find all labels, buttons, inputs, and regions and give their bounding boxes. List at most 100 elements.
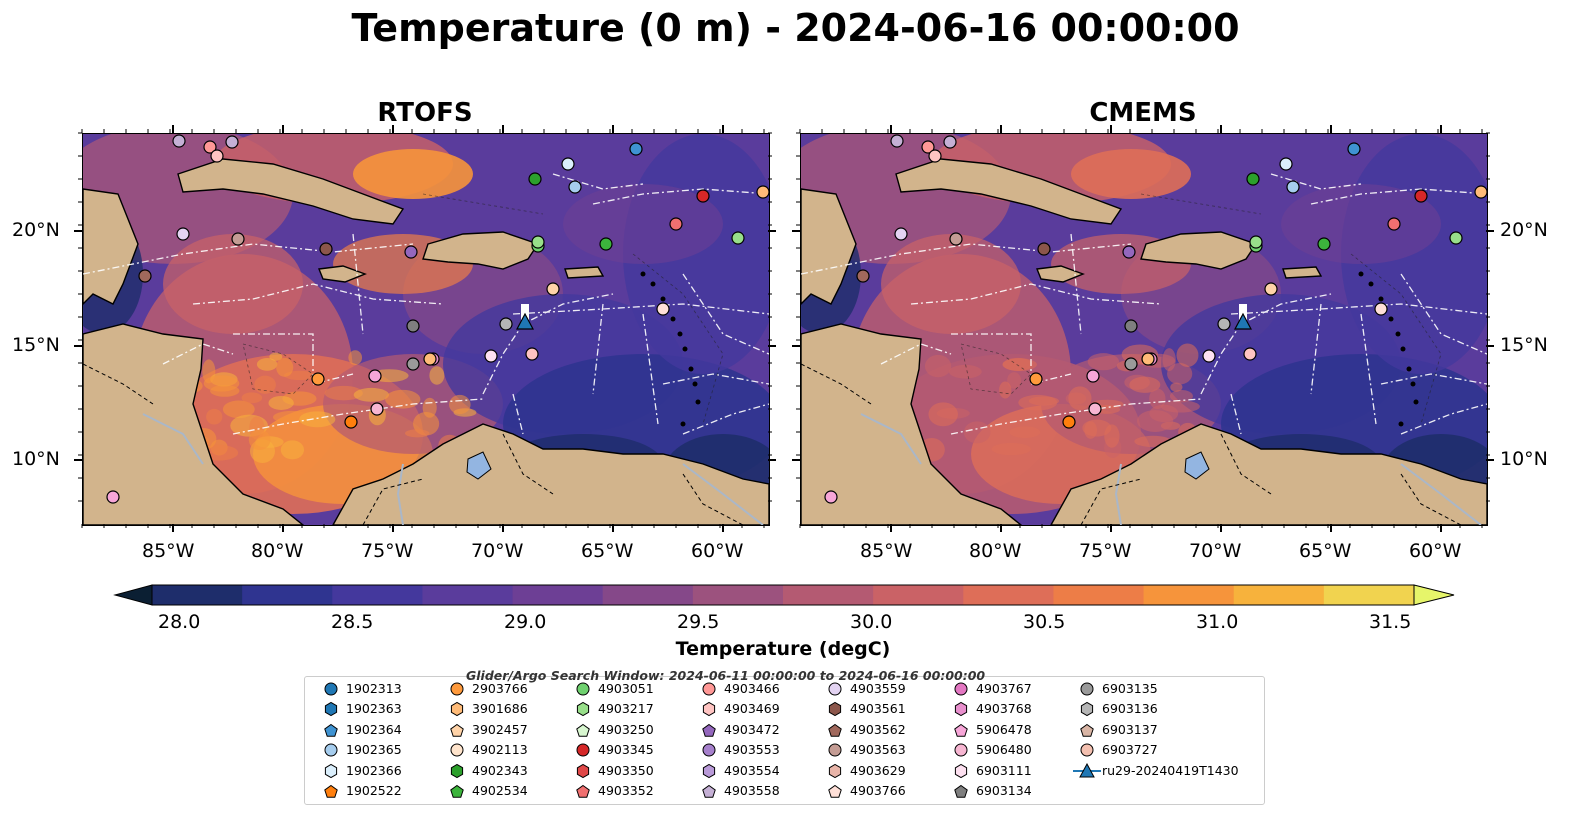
cbar-bin bbox=[152, 585, 243, 605]
argo-float-marker bbox=[656, 302, 670, 316]
argo-float-marker bbox=[561, 157, 575, 171]
argo-float-marker bbox=[756, 185, 769, 199]
eez-boundaries bbox=[801, 173, 1487, 435]
lat-label-15n-left: 15°N bbox=[12, 334, 60, 356]
argo-float-marker bbox=[856, 269, 870, 283]
legend-item-label: 6903727 bbox=[1102, 742, 1158, 758]
cbar-tick-31-0: 31.0 bbox=[1196, 611, 1239, 633]
legend-item-label: 6903134 bbox=[976, 783, 1032, 798]
argo-float-marker bbox=[406, 319, 420, 333]
legend-marker-icon bbox=[828, 723, 842, 737]
glider-ru29-marker bbox=[1234, 312, 1252, 330]
argo-float-marker bbox=[1279, 157, 1293, 171]
legend-marker-icon bbox=[576, 743, 590, 757]
legend-item-label: 4903469 bbox=[724, 701, 780, 717]
argo-float-marker bbox=[319, 242, 333, 256]
legend-marker-icon bbox=[576, 763, 590, 778]
argo-float-marker bbox=[203, 140, 217, 154]
panel-title-rtofs: RTOFS bbox=[377, 98, 473, 128]
colorbar bbox=[113, 584, 1455, 606]
argo-float-marker bbox=[629, 142, 643, 156]
legend-items: 1902313 1902363 1902364 1902365 1902366 19025… bbox=[304, 676, 1263, 803]
legend-marker-icon bbox=[954, 682, 968, 696]
legend-item-label: 1902366 bbox=[346, 762, 402, 778]
cbar-tick-28-0: 28.0 bbox=[158, 611, 201, 633]
cbar-bin bbox=[1053, 585, 1145, 605]
map-panel-cmems bbox=[800, 133, 1488, 526]
cbar-bin bbox=[512, 585, 604, 605]
legend-item-label: 6903111 bbox=[976, 762, 1032, 778]
lon-label-80w-right: 80°W bbox=[969, 540, 1022, 562]
map-panel-rtofs bbox=[82, 133, 770, 526]
legend-item-label: 5906480 bbox=[976, 742, 1032, 758]
lon-label-70w-left: 70°W bbox=[471, 540, 524, 562]
legend-item-label: 4903766 bbox=[850, 783, 906, 798]
lon-label-80w-left: 80°W bbox=[251, 540, 304, 562]
legend-marker-icon bbox=[702, 723, 716, 737]
legend-marker-icon bbox=[576, 702, 590, 717]
argo-float-marker bbox=[943, 135, 957, 149]
argo-float-marker bbox=[528, 172, 542, 186]
cbar-bin bbox=[242, 585, 333, 605]
legend-marker-icon bbox=[450, 682, 464, 696]
argo-floats bbox=[106, 134, 769, 504]
lon-label-75w-right: 75°W bbox=[1079, 540, 1132, 562]
argo-float-marker bbox=[1374, 302, 1388, 316]
argo-float-marker bbox=[696, 189, 710, 203]
legend-marker-icon bbox=[1073, 762, 1101, 778]
legend-marker-icon bbox=[324, 702, 338, 717]
legend-marker-icon bbox=[1080, 723, 1094, 737]
legend-title: Glider/Argo Search Window: 2024-06-11 00… bbox=[466, 668, 986, 683]
legend-item-label: 4903352 bbox=[598, 783, 654, 798]
argo-float-marker bbox=[138, 269, 152, 283]
cbar-bin bbox=[873, 585, 964, 605]
legend-marker-icon bbox=[702, 682, 716, 696]
legend-item-label: 1902365 bbox=[346, 742, 402, 758]
argo-float-marker bbox=[1037, 242, 1051, 256]
argo-float-marker bbox=[1124, 319, 1138, 333]
cbar-bin bbox=[602, 585, 694, 605]
legend-marker-icon bbox=[324, 723, 338, 737]
legend-marker-icon bbox=[828, 743, 842, 757]
glider-ru29-marker bbox=[516, 312, 534, 330]
legend-item-label: 4903559 bbox=[850, 681, 906, 696]
argo-float-marker bbox=[1202, 349, 1216, 363]
colorbar-label: Temperature (degC) bbox=[675, 638, 891, 660]
argo-float-marker bbox=[1264, 282, 1278, 296]
argo-float-marker bbox=[210, 149, 224, 163]
legend-item-label: 4903629 bbox=[850, 762, 906, 778]
legend-item-label: 4903051 bbox=[598, 681, 654, 696]
cbar-tick-30-0: 30.0 bbox=[850, 611, 893, 633]
legend-item-label: 6903137 bbox=[1102, 721, 1158, 737]
argo-float-marker bbox=[599, 237, 613, 251]
lon-label-85w-left: 85°W bbox=[142, 540, 195, 562]
argo-float-marker bbox=[106, 490, 120, 504]
argo-float-marker bbox=[1249, 235, 1263, 249]
legend-marker-icon bbox=[954, 702, 968, 717]
legend bbox=[304, 676, 1265, 805]
lat-label-15n-right: 15°N bbox=[1500, 334, 1548, 356]
argo-float-marker bbox=[890, 134, 904, 148]
legend-item-label: 4903554 bbox=[724, 762, 780, 778]
legend-marker-icon bbox=[1080, 743, 1094, 757]
argo-float-marker bbox=[546, 282, 560, 296]
argo-float-marker bbox=[1217, 317, 1231, 331]
legend-marker-icon bbox=[702, 784, 716, 798]
cbar-bin bbox=[332, 585, 423, 605]
argo-float-marker bbox=[669, 217, 683, 231]
legend-marker-icon bbox=[954, 763, 968, 778]
legend-marker-icon bbox=[828, 682, 842, 696]
map-cmems bbox=[801, 134, 1487, 525]
legend-item-label: 6903135 bbox=[1102, 681, 1158, 696]
lat-label-20n-left: 20°N bbox=[12, 219, 60, 241]
argo-float-marker bbox=[1243, 347, 1257, 361]
lon-label-60w-right: 60°W bbox=[1409, 540, 1462, 562]
lon-label-65w-left: 65°W bbox=[581, 540, 634, 562]
lon-label-75w-left: 75°W bbox=[361, 540, 414, 562]
legend-item-label: 4902534 bbox=[472, 783, 528, 798]
legend-item-label: 1902313 bbox=[346, 681, 402, 696]
legend-item-label: 1902364 bbox=[346, 721, 402, 737]
cbar-bin bbox=[1323, 585, 1415, 605]
argo-float-marker bbox=[1286, 180, 1300, 194]
legend-item-label: 4903768 bbox=[976, 701, 1032, 717]
